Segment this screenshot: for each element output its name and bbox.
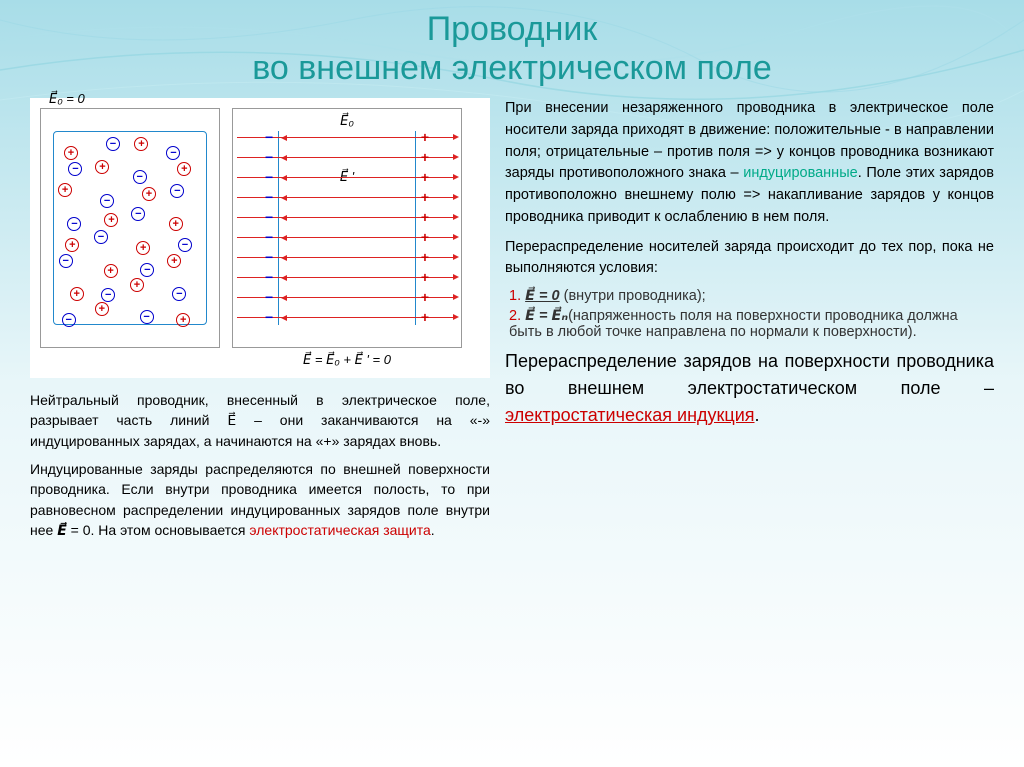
e0-zero-label: E⃗₀ = 0 [49, 91, 85, 107]
right-paragraph-2: Перераспределение носителей заряда проис… [505, 237, 994, 281]
field-equation: E⃗ = E⃗₀ + E⃗ ' = 0 [232, 352, 462, 368]
condition-1: E⃗ = 0 (внутри проводника); [509, 288, 994, 304]
e0-label: E⃗₀ [340, 113, 354, 129]
diagram-row: E⃗₀ = 0 +−+−−+−++−+−−+−++−+−−+−++−+−−+−+… [30, 98, 490, 378]
left-paragraph-2: Индуцированные заряды распределяются по … [30, 459, 490, 540]
diagram-conductor-in-field: E⃗₀ E⃗ ' −+−+−+−+−+−+−+−+−+−+ E⃗ = E⃗₀ +… [232, 108, 462, 368]
slide-title: Проводникво внешнем электрическом поле [30, 10, 994, 88]
diagram-neutral-conductor: E⃗₀ = 0 +−+−−+−++−+−−+−++−+−−+−++−+−−+−+ [40, 108, 220, 368]
right-paragraph-1: При внесении незаряженного проводника в … [505, 98, 994, 229]
right-definition: Перераспределение зарядов на поверхности… [505, 348, 994, 429]
condition-2: E⃗ = E⃗ₙ(напряженность поля на поверхнос… [509, 308, 994, 340]
left-paragraph-1: Нейтральный проводник, внесенный в элект… [30, 390, 490, 451]
conditions-list: E⃗ = 0 (внутри проводника); E⃗ = E⃗ₙ(нап… [509, 288, 994, 340]
